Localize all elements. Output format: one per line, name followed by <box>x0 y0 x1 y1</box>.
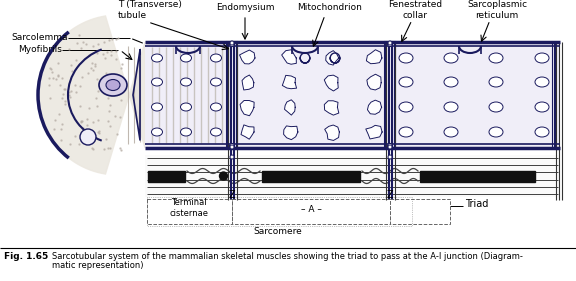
Bar <box>147 197 412 226</box>
Text: Z: Z <box>386 190 393 200</box>
Polygon shape <box>366 50 382 64</box>
Text: Myofibrils: Myofibrils <box>18 46 62 55</box>
Circle shape <box>388 42 392 46</box>
Ellipse shape <box>151 78 162 86</box>
Bar <box>232 199 390 224</box>
Bar <box>227 42 237 148</box>
Text: Sarcotubular system of the mammalian skeletal muscles showing the triad to pass : Sarcotubular system of the mammalian ske… <box>52 252 523 261</box>
Circle shape <box>230 41 234 45</box>
Ellipse shape <box>180 128 191 136</box>
Text: Endomysium: Endomysium <box>216 3 274 12</box>
Polygon shape <box>240 50 255 64</box>
Polygon shape <box>324 101 339 115</box>
Ellipse shape <box>399 77 413 87</box>
Ellipse shape <box>489 102 503 112</box>
Bar <box>262 171 360 182</box>
Ellipse shape <box>210 54 222 62</box>
Polygon shape <box>285 100 295 115</box>
Circle shape <box>388 144 392 148</box>
Circle shape <box>230 155 234 159</box>
Text: T (Transverse)
tubule: T (Transverse) tubule <box>118 0 182 20</box>
Bar <box>420 171 535 182</box>
Ellipse shape <box>535 53 549 63</box>
Bar <box>148 171 185 182</box>
Circle shape <box>388 41 392 45</box>
Text: – A –: – A – <box>301 205 321 214</box>
Ellipse shape <box>180 54 191 62</box>
Polygon shape <box>367 74 381 90</box>
Polygon shape <box>241 125 254 139</box>
Polygon shape <box>242 75 254 90</box>
Text: Triad: Triad <box>465 199 488 209</box>
Circle shape <box>80 129 96 145</box>
Text: matic representation): matic representation) <box>52 261 143 270</box>
Ellipse shape <box>210 128 222 136</box>
Ellipse shape <box>489 53 503 63</box>
Text: Fenestrated
collar: Fenestrated collar <box>388 0 442 20</box>
Circle shape <box>388 145 392 149</box>
Text: Sarcolemma: Sarcolemma <box>12 33 68 42</box>
Polygon shape <box>325 125 339 140</box>
Polygon shape <box>282 75 297 89</box>
Ellipse shape <box>444 53 458 63</box>
Ellipse shape <box>489 127 503 137</box>
Ellipse shape <box>444 102 458 112</box>
Ellipse shape <box>444 77 458 87</box>
Polygon shape <box>325 51 339 65</box>
Ellipse shape <box>444 127 458 137</box>
Ellipse shape <box>399 102 413 112</box>
Ellipse shape <box>180 103 191 111</box>
Circle shape <box>388 155 392 159</box>
Bar <box>385 42 395 148</box>
Text: Z: Z <box>229 190 236 200</box>
Circle shape <box>229 42 234 46</box>
Bar <box>147 199 232 224</box>
Bar <box>390 199 450 224</box>
Ellipse shape <box>399 127 413 137</box>
Ellipse shape <box>399 53 413 63</box>
Ellipse shape <box>151 128 162 136</box>
Circle shape <box>219 172 228 180</box>
Ellipse shape <box>210 78 222 86</box>
Ellipse shape <box>99 74 127 96</box>
Polygon shape <box>38 16 145 174</box>
Polygon shape <box>133 50 140 140</box>
Ellipse shape <box>180 78 191 86</box>
Text: Mitochondrion: Mitochondrion <box>298 3 362 12</box>
Polygon shape <box>366 125 382 139</box>
Text: Sarcoplasmic
reticulum: Sarcoplasmic reticulum <box>467 0 527 20</box>
Ellipse shape <box>151 103 162 111</box>
Ellipse shape <box>535 77 549 87</box>
Bar <box>145 155 560 197</box>
Ellipse shape <box>489 77 503 87</box>
Ellipse shape <box>151 54 162 62</box>
Text: Fig. 1.65: Fig. 1.65 <box>4 252 48 261</box>
Polygon shape <box>367 100 381 114</box>
Polygon shape <box>282 50 296 64</box>
Polygon shape <box>324 75 338 91</box>
Polygon shape <box>283 126 298 140</box>
Text: Terminal
cisternae: Terminal cisternae <box>169 198 208 218</box>
Bar <box>145 42 560 148</box>
Ellipse shape <box>535 102 549 112</box>
Circle shape <box>230 145 234 149</box>
Polygon shape <box>240 101 254 116</box>
Ellipse shape <box>535 127 549 137</box>
Text: Sarcomere: Sarcomere <box>253 228 302 237</box>
Ellipse shape <box>210 103 222 111</box>
Circle shape <box>229 144 234 148</box>
Ellipse shape <box>106 80 120 90</box>
